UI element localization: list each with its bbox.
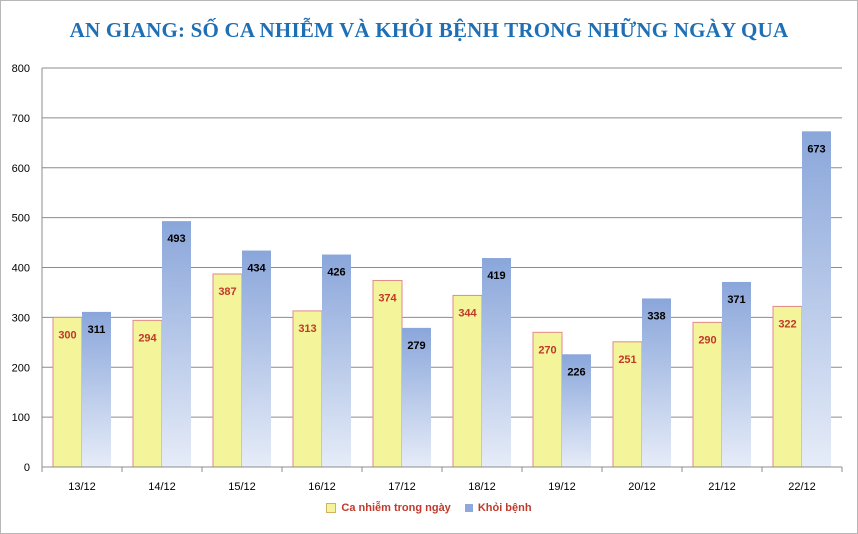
bar-recovered	[322, 254, 351, 467]
x-tick-label: 21/12	[708, 481, 736, 493]
chart-legend: Ca nhiễm trong ngày Khỏi bệnh	[0, 502, 858, 514]
data-label-infections: 374	[378, 292, 397, 304]
bar-recovered	[242, 250, 271, 467]
y-tick-label: 300	[12, 312, 30, 324]
x-tick-label: 14/12	[148, 481, 176, 493]
x-tick-label: 13/12	[68, 481, 96, 493]
x-tick-label: 19/12	[548, 481, 576, 493]
y-tick-label: 500	[12, 213, 30, 225]
data-label-recovered: 493	[167, 233, 185, 245]
bar-infections	[132, 319, 163, 468]
bar-recovered	[162, 221, 191, 467]
y-tick-label: 700	[12, 113, 30, 125]
x-tick-label: 15/12	[228, 481, 256, 493]
bar-recovered	[82, 311, 111, 467]
x-tick-label: 16/12	[308, 481, 336, 493]
y-tick-label: 200	[12, 362, 30, 374]
data-label-recovered: 426	[327, 267, 345, 279]
bar-recovered	[562, 354, 591, 467]
data-label-recovered: 434	[247, 263, 266, 275]
chart-title: AN GIANG: SỐ CA NHIỄM VÀ KHỎI BỆNH TRONG…	[69, 18, 789, 42]
bar-infections	[52, 316, 83, 468]
data-label-recovered: 419	[487, 270, 505, 282]
x-tick-label: 18/12	[468, 481, 496, 493]
data-label-infections: 251	[618, 354, 636, 366]
x-tick-label: 20/12	[628, 481, 656, 493]
data-label-infections: 300	[58, 329, 76, 341]
bar-recovered	[722, 281, 751, 467]
bar-infections	[452, 294, 483, 468]
y-tick-label: 400	[12, 263, 30, 275]
legend-swatch-recovered	[464, 504, 473, 512]
y-tick-label: 0	[24, 462, 30, 474]
legend-swatch-infections	[326, 503, 337, 513]
bar-recovered	[642, 298, 671, 467]
legend-label-infections: Ca nhiễm trong ngày	[341, 502, 451, 514]
data-label-recovered: 279	[407, 340, 425, 352]
bar-recovered	[402, 327, 431, 467]
bar-infections	[772, 305, 803, 468]
y-tick-label: 600	[12, 163, 30, 175]
data-label-recovered: 673	[807, 143, 825, 155]
y-tick-label: 800	[12, 63, 30, 75]
bar-recovered	[802, 131, 831, 467]
legend-item-recovered: Khỏi bệnh	[464, 502, 532, 514]
bar-infections	[372, 279, 403, 468]
data-label-recovered: 226	[567, 366, 585, 378]
y-tick-label: 100	[12, 412, 30, 424]
data-label-infections: 290	[698, 334, 716, 346]
x-tick-label: 17/12	[388, 481, 416, 493]
legend-item-infections: Ca nhiễm trong ngày	[326, 502, 451, 514]
data-label-infections: 294	[138, 332, 157, 344]
legend-label-recovered: Khỏi bệnh	[477, 502, 532, 514]
data-label-infections: 270	[538, 344, 556, 356]
data-label-recovered: 338	[647, 310, 665, 322]
x-tick-label: 22/12	[788, 481, 816, 493]
data-label-recovered: 311	[88, 324, 106, 336]
data-label-infections: 322	[778, 318, 796, 330]
bar-infections	[212, 273, 243, 468]
data-label-infections: 344	[458, 307, 477, 319]
bar-recovered	[482, 258, 511, 467]
data-label-recovered: 371	[727, 294, 745, 306]
data-label-infections: 387	[218, 286, 236, 298]
data-label-infections: 313	[298, 323, 316, 335]
